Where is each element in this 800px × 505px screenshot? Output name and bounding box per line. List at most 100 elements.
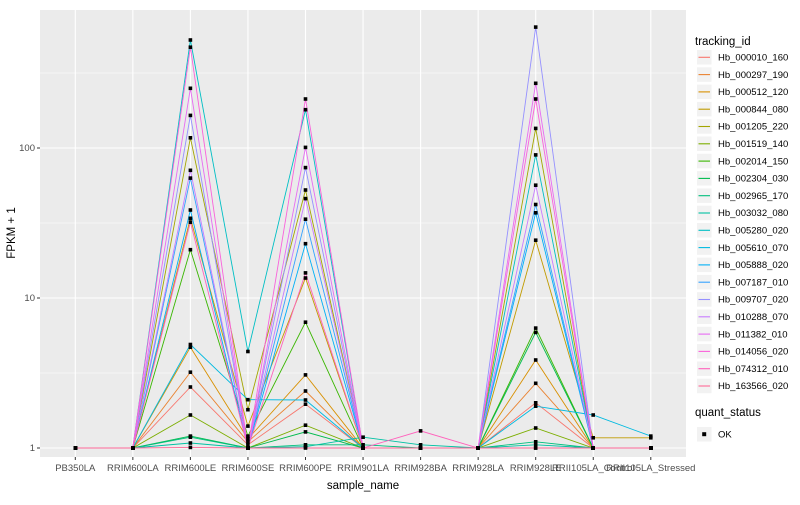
legend-item-label: Hb_005280_020 <box>718 226 788 237</box>
legend-item-label: Hb_007187_010 <box>718 277 788 288</box>
x-tick-label: RRIM600PE <box>279 463 332 474</box>
data-point <box>246 424 250 428</box>
data-point <box>188 216 193 221</box>
axes: 1 10 100 PB350LA RRIM600LA RRIM600LE RRIM600SE… <box>19 143 695 474</box>
data-point <box>533 126 538 131</box>
legend-item-label: Hb_001519_140 <box>718 139 788 150</box>
data-point <box>246 397 250 402</box>
data-point <box>246 443 250 447</box>
x-tick-label: RRIM901LA <box>337 463 389 474</box>
legend2-item-label: OK <box>718 430 732 441</box>
data-point <box>303 107 308 112</box>
data-point <box>418 446 423 450</box>
legend-item-label: Hb_000297_190 <box>718 70 788 81</box>
data-point <box>361 443 365 447</box>
x-tick-label: RRIM600LE <box>165 463 217 474</box>
legend-item-label: Hb_009707_020 <box>718 295 788 306</box>
data-point <box>649 446 653 450</box>
x-tick-label: RRII105LA_Control <box>552 463 634 474</box>
legend-tracking-id: tracking_id Hb_000010_160 Hb_000297_190 Hb… <box>695 36 788 394</box>
data-point <box>246 407 250 412</box>
data-point <box>533 211 538 215</box>
legend2-title: quant_status <box>695 407 761 419</box>
data-point <box>361 446 365 450</box>
data-point <box>303 196 308 201</box>
data-point <box>303 320 308 324</box>
data-points <box>73 25 653 450</box>
data-point <box>188 86 193 91</box>
legend-item-label: Hb_014056_020 <box>718 347 788 358</box>
data-point <box>533 326 538 330</box>
x-tick-label: RRIM928LE <box>510 463 562 474</box>
data-point <box>303 217 308 221</box>
data-point <box>533 81 538 86</box>
data-point <box>303 443 308 447</box>
data-point <box>246 446 250 450</box>
data-point <box>591 436 595 440</box>
data-point <box>188 208 193 212</box>
data-point <box>533 97 538 101</box>
data-point <box>188 445 193 450</box>
legend-item-label: Hb_005888_020 <box>718 260 788 271</box>
data-point <box>533 443 538 447</box>
data-point <box>188 247 193 252</box>
data-point <box>303 276 308 280</box>
data-point <box>533 426 538 430</box>
legend-item-label: Hb_002014_150 <box>718 156 788 167</box>
data-point <box>188 435 193 439</box>
data-point <box>591 413 595 417</box>
data-point <box>188 345 193 349</box>
legend-item-label: Hb_074312_010 <box>718 364 788 375</box>
data-point <box>303 373 308 377</box>
y-tick-label: 100 <box>19 143 35 154</box>
data-point <box>591 446 595 450</box>
data-point <box>303 430 308 434</box>
data-point <box>188 370 193 374</box>
data-point <box>303 165 308 170</box>
data-point <box>188 113 193 118</box>
legend-item-label: Hb_011382_010 <box>718 329 788 340</box>
data-point <box>303 145 308 150</box>
data-point <box>73 446 78 450</box>
legend-item-label: Hb_001205_220 <box>718 122 788 133</box>
legend-item-label: Hb_002965_170 <box>718 191 788 202</box>
y-tick-label: 1 <box>30 443 35 454</box>
data-point <box>533 404 538 408</box>
data-point <box>533 183 538 187</box>
data-point <box>303 389 308 393</box>
data-point <box>303 402 308 406</box>
legend-item-label: Hb_000010_160 <box>718 53 788 64</box>
x-tick-label: RRIM600LA <box>107 463 159 474</box>
y-axis-title: FPKM + 1 <box>6 207 18 258</box>
data-point <box>246 440 250 444</box>
data-point <box>188 385 193 389</box>
data-point <box>476 446 480 450</box>
legend-item-label: Hb_000844_080 <box>718 104 788 115</box>
data-point <box>303 97 308 101</box>
legend-item-label: Hb_010288_070 <box>718 312 788 323</box>
legend-quant-status: quant_status OK <box>695 407 761 442</box>
data-point <box>533 358 538 362</box>
legend-item-label: Hb_000512_120 <box>718 87 788 98</box>
legend-item-label: Hb_002304_030 <box>718 174 788 185</box>
legend-title: tracking_id <box>695 36 751 48</box>
data-point <box>303 423 308 427</box>
legend-item-label: Hb_003032_080 <box>718 208 788 219</box>
data-point <box>188 136 193 140</box>
data-point <box>303 398 308 402</box>
data-point <box>303 446 308 450</box>
x-tick-label: RRIM928LA <box>452 463 504 474</box>
data-point <box>418 429 423 433</box>
data-point <box>303 271 308 275</box>
data-point <box>649 434 653 438</box>
data-point <box>188 45 193 49</box>
data-point <box>246 434 250 438</box>
data-point <box>418 443 423 447</box>
data-point <box>533 446 538 450</box>
x-tick-label: RRII105LA_Stressed <box>606 463 695 474</box>
x-tick-label: RRIM928BA <box>394 463 447 474</box>
data-point <box>188 413 193 417</box>
x-tick-label: PB350LA <box>55 463 96 474</box>
